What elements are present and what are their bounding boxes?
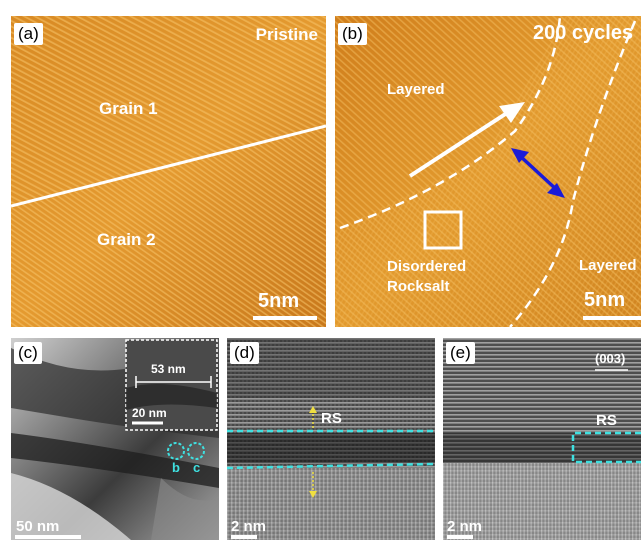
panel-b-200-cycles: (b) 200 cycles Layered Layered Disordere… <box>335 16 641 327</box>
panel-d-hrtem: (d) RS 2 nm <box>227 338 435 540</box>
grain-1-label: Grain 1 <box>99 99 158 118</box>
scale-label-d: 2 nm <box>231 518 267 535</box>
tem-overview-image <box>11 338 219 540</box>
marker-label-b: b <box>172 460 180 475</box>
panel-label-e: (e) <box>446 342 475 364</box>
layered-label-left: Layered <box>387 81 445 98</box>
scale-label-e: 2 nm <box>447 518 483 535</box>
panel-label-a: (a) <box>14 23 43 45</box>
disordered-label-line1: Disordered <box>387 258 467 275</box>
rocksalt-region-box <box>423 210 463 250</box>
inset-measure-label: 53 nm <box>151 362 186 376</box>
marker-label-c: c <box>193 460 201 475</box>
panel-c-tem-overview: (c) 53 nm 20 nm b c 50 nm <box>11 338 219 540</box>
plane-index-label: (003) <box>595 351 626 366</box>
scale-label-b: 5nm <box>584 289 626 311</box>
panel-a-pristine: (a) Pristine Grain 1 Grain 2 5nm <box>11 16 326 327</box>
panel-e-hrtem: (e) (003) RS 2 nm <box>443 338 641 540</box>
inset-scale-label: 20 nm <box>132 406 167 420</box>
pristine-lattice-image <box>11 16 326 327</box>
panel-title-pristine: Pristine <box>255 25 318 44</box>
direction-arrow-white <box>408 109 512 178</box>
layered-label-right: Layered <box>579 257 637 274</box>
rs-label-d: RS <box>321 410 342 427</box>
rs-boundary-bottom <box>227 462 435 470</box>
width-arrow-blue <box>517 153 559 192</box>
disordered-label-line2: Rocksalt <box>387 278 450 295</box>
panel-title-200-cycles: 200 cycles <box>533 22 634 44</box>
hrtem-image-e <box>443 338 641 540</box>
scale-label-c: 50 nm <box>16 518 60 535</box>
panel-label-c: (c) <box>14 342 42 364</box>
cycled-lattice-image <box>335 16 641 327</box>
marker-circle-b <box>167 442 185 460</box>
grain-boundary-line <box>11 124 326 208</box>
rs-label-e: RS <box>596 412 617 429</box>
hrtem-image-d <box>227 338 435 540</box>
panel-label-b: (b) <box>338 23 367 45</box>
scale-label-a: 5nm <box>258 290 300 312</box>
grain-2-label: Grain 2 <box>97 230 156 249</box>
marker-circle-c <box>187 442 205 460</box>
panel-label-d: (d) <box>230 342 259 364</box>
rs-region-box <box>571 431 641 464</box>
